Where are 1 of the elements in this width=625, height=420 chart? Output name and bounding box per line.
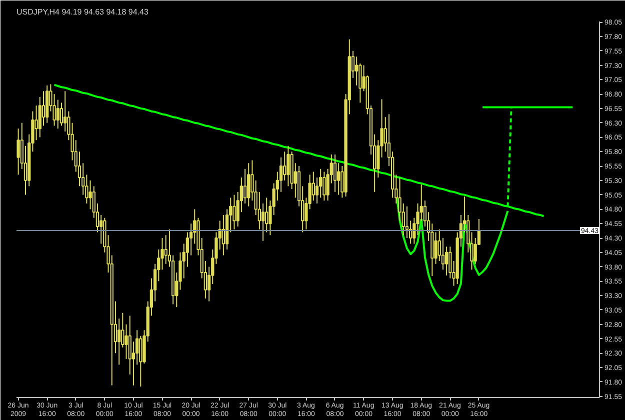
chart-title: USDJPY,H4 94.19 94.63 94.18 94.43 [16, 8, 149, 16]
